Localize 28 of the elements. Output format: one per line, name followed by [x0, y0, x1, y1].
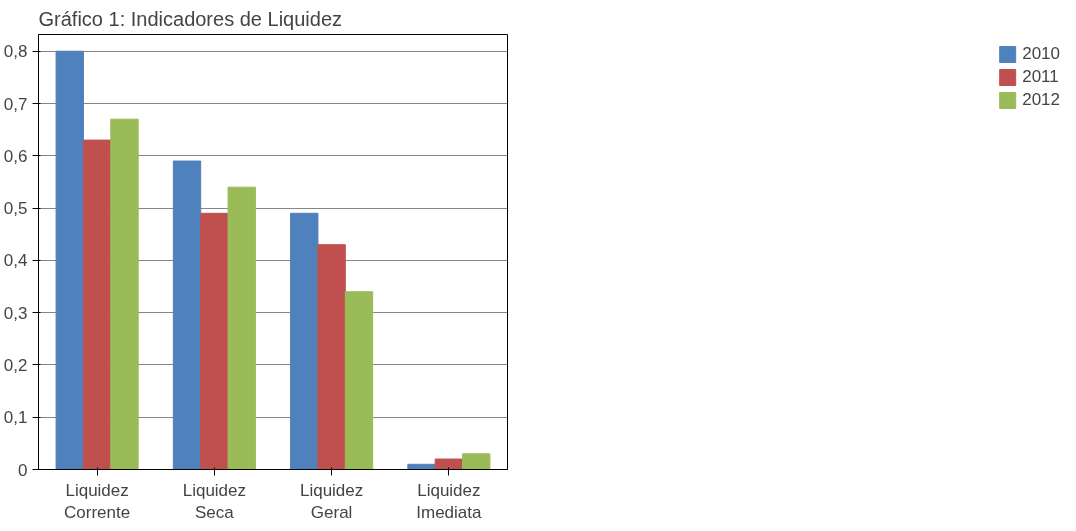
x-tick-label: Liquidez Imediata	[416, 480, 483, 523]
x-tick-label: Liquidez Corrente	[64, 480, 131, 523]
x-tick-label: Liquidez Seca	[182, 480, 247, 523]
bar	[82, 139, 112, 470]
y-tick-label: 0,7	[3, 94, 28, 114]
legend-label: 2010	[1022, 44, 1060, 64]
bar	[317, 244, 346, 470]
y-tick-label: 0,6	[3, 146, 28, 166]
y-tick-label: 0,5	[3, 199, 28, 219]
x-tick-label: Liquidez Geral	[299, 480, 364, 523]
y-tick-label: 0,1	[3, 408, 28, 428]
y-tick-label: 0,8	[3, 42, 28, 62]
bar	[55, 50, 84, 470]
bar	[172, 160, 202, 470]
bar	[290, 212, 319, 470]
bar	[110, 118, 139, 470]
y-tick-label: 0,2	[3, 355, 28, 375]
bar	[344, 291, 374, 470]
bar	[434, 458, 464, 470]
y-tick-label: 0,4	[3, 251, 28, 271]
bar	[227, 186, 256, 470]
legend-label: 2012	[1022, 90, 1060, 110]
y-tick-label: 0,3	[3, 303, 28, 323]
chart-title: Gráfico 1: Indicadores de Liquidez	[38, 7, 343, 30]
y-tick-label: 0	[18, 460, 28, 480]
legend-label: 2011	[1022, 67, 1059, 87]
bar	[462, 453, 491, 470]
bar	[200, 212, 229, 470]
